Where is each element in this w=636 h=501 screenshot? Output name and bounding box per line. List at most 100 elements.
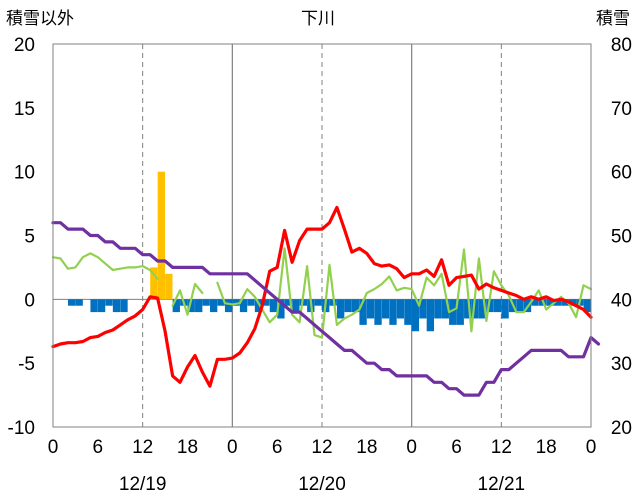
- precipitation-bar: [478, 299, 487, 319]
- precipitation-bar: [561, 299, 569, 306]
- x-tick-label: 18: [356, 437, 377, 458]
- date-label: 12/21: [478, 474, 526, 495]
- precipitation-bar: [471, 299, 479, 319]
- left-tick-label: 10: [14, 163, 35, 184]
- precipitation-bar: [292, 299, 300, 313]
- precipitation-bar: [501, 299, 509, 319]
- x-tick-label: 12: [132, 437, 153, 458]
- precipitation-bar: [277, 299, 285, 319]
- x-tick-label: 0: [227, 437, 238, 458]
- date-label: 12/20: [298, 474, 346, 495]
- precipitation-bar: [254, 299, 263, 313]
- green-line: [51, 252, 159, 280]
- x-tick-label: 0: [406, 437, 417, 458]
- red-line: [51, 205, 593, 388]
- precipitation-bar: [516, 299, 524, 313]
- precipitation-bar: [381, 299, 390, 319]
- precipitation-bar: [262, 299, 270, 306]
- precipitation-bar: [202, 299, 210, 306]
- precipitation-bar: [366, 299, 375, 319]
- precipitation-bar: [75, 299, 83, 306]
- precipitation-bar: [217, 299, 225, 306]
- precipitation-bar: [120, 299, 128, 313]
- precipitation-bar: [396, 299, 405, 319]
- left-tick-label: 15: [14, 99, 35, 120]
- precipitation-bar: [112, 299, 121, 313]
- right-tick-label: 40: [611, 290, 632, 311]
- x-tick-label: 12: [491, 437, 512, 458]
- left-tick-label: -5: [18, 354, 35, 375]
- x-tick-label: 18: [536, 437, 557, 458]
- precipitation-bar: [404, 299, 412, 325]
- left-tick-label: -10: [8, 418, 35, 439]
- precipitation-bar: [269, 299, 278, 313]
- precipitation-bar: [359, 299, 367, 325]
- precipitation-bar: [426, 299, 435, 332]
- x-tick-label: 6: [272, 437, 283, 458]
- snowfall-bar: [157, 171, 166, 300]
- right-tick-label: 20: [611, 418, 632, 439]
- x-tick-label: 12: [311, 437, 332, 458]
- left-tick-label: 0: [24, 290, 35, 311]
- precipitation-bar: [456, 299, 464, 325]
- grid: [53, 44, 591, 427]
- precipitation-bar: [434, 299, 442, 319]
- precipitation-bar: [239, 299, 248, 313]
- precipitation-bar: [247, 299, 255, 306]
- precipitation-bar: [209, 299, 218, 313]
- precipitation-bar: [337, 299, 345, 319]
- precipitation-bar: [583, 299, 591, 313]
- precipitation-bar: [172, 299, 180, 313]
- x-tick-label: 6: [93, 437, 104, 458]
- right-axis-ticks: 80 70 60 50 40 30 20: [611, 35, 632, 439]
- precipitation-bar: [546, 299, 554, 306]
- precipitation-bar: [553, 299, 562, 306]
- precipitation-bar: [187, 299, 195, 313]
- green-line: [216, 247, 593, 339]
- precipitation-bar: [68, 299, 76, 306]
- left-axis-ticks: 20 15 10 5 0 -5 -10: [8, 35, 35, 439]
- precipitation-bar: [441, 299, 449, 319]
- precipitation-bar: [464, 299, 472, 319]
- precipitation-bar: [284, 299, 293, 306]
- x-axis-ticks: 0 6 12 18 0 6 12 18 0 6 12 18 0: [48, 437, 597, 458]
- x-tick-label: 0: [48, 437, 59, 458]
- x-tick-label: 0: [586, 437, 597, 458]
- precipitation-bar: [351, 299, 360, 313]
- right-tick-label: 70: [611, 99, 632, 120]
- right-tick-label: 80: [611, 35, 632, 56]
- x-tick-label: 18: [177, 437, 198, 458]
- left-tick-label: 20: [14, 35, 35, 56]
- precipitation-bar: [232, 299, 240, 306]
- precipitation-bar: [419, 299, 427, 319]
- precipitation-bar: [449, 299, 457, 325]
- precipitation-bar: [97, 299, 106, 313]
- precipitation-bar: [531, 299, 539, 306]
- precipitation-bar: [314, 299, 322, 306]
- right-tick-label: 60: [611, 163, 632, 184]
- snowfall-bar: [150, 267, 158, 300]
- precipitation-bar: [224, 299, 233, 313]
- precipitation-bar: [493, 299, 502, 313]
- date-label: 12/19: [119, 474, 167, 495]
- green-line: [171, 282, 204, 316]
- precipitation-bar: [90, 299, 98, 313]
- left-tick-label: 5: [24, 227, 35, 248]
- chart-title: 下川: [301, 9, 335, 28]
- snowfall-bars: [150, 171, 173, 300]
- precipitation-bar: [344, 299, 352, 313]
- precipitation-bar: [486, 299, 494, 313]
- right-tick-label: 50: [611, 227, 632, 248]
- plot-frame: [52, 43, 592, 428]
- snowfall-bar: [165, 273, 173, 300]
- precipitation-bar: [374, 299, 382, 325]
- precipitation-bar: [105, 299, 113, 306]
- right-tick-label: 30: [611, 354, 632, 375]
- x-tick-label: 6: [451, 437, 462, 458]
- right-axis-title: 積雪: [596, 9, 630, 28]
- purple-line: [51, 221, 601, 397]
- precipitation-bar: [389, 299, 397, 325]
- precipitation-bar: [411, 299, 420, 332]
- series-lines: [51, 205, 601, 397]
